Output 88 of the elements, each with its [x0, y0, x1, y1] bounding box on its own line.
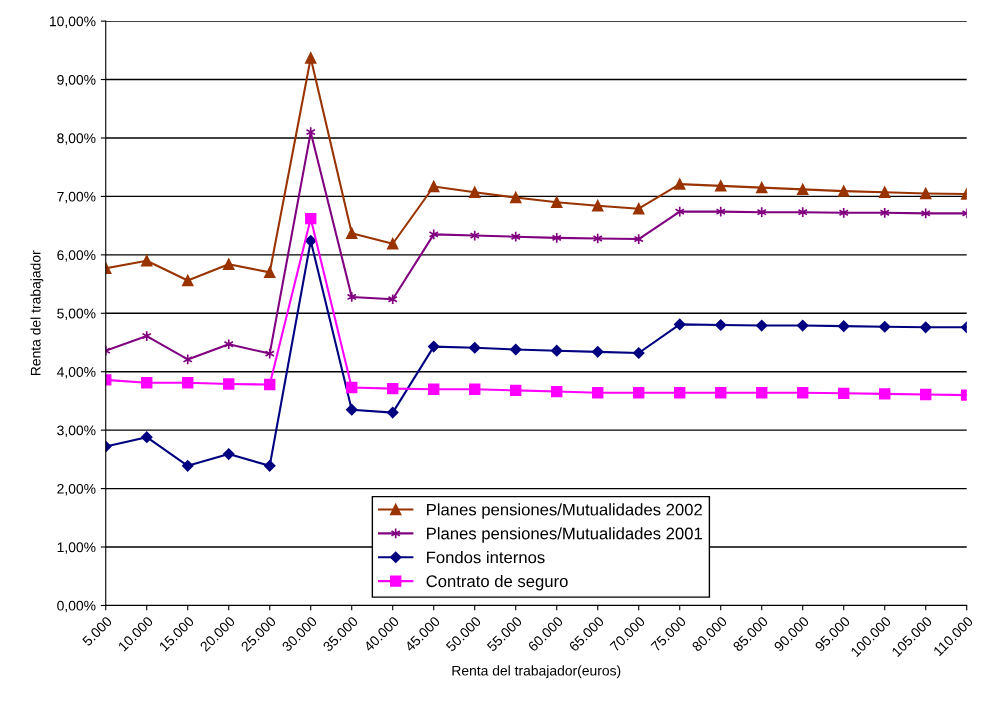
- legend-label: Contrato de seguro: [426, 574, 568, 591]
- point: [182, 377, 194, 389]
- legend-label: Fondos internos: [427, 551, 545, 564]
- y-axis-title: Renta del trabajador: [30, 250, 44, 376]
- point: [386, 406, 399, 419]
- point: [551, 196, 563, 208]
- point: [714, 319, 727, 331]
- point: [305, 52, 317, 64]
- y-tick-label: 1,00%: [57, 542, 96, 554]
- point: [796, 319, 809, 332]
- point: [428, 180, 440, 193]
- point: [674, 387, 686, 399]
- point: [510, 231, 521, 243]
- point: [756, 206, 767, 218]
- point: [879, 207, 890, 219]
- point: [346, 227, 358, 239]
- point: [838, 185, 850, 197]
- point: [387, 293, 398, 305]
- point: [141, 254, 153, 267]
- y-tick-label: 2,00%: [57, 483, 96, 496]
- point: [920, 187, 932, 200]
- y-tick-label: 5,00%: [57, 308, 96, 321]
- point: [674, 178, 686, 190]
- y-tick-label: 9,00%: [57, 74, 96, 87]
- point: [427, 340, 440, 353]
- point: [550, 344, 563, 357]
- point: [345, 403, 358, 416]
- point: [797, 387, 809, 399]
- point: [469, 186, 481, 199]
- point: [264, 378, 276, 391]
- y-tick-label: 7,00%: [57, 191, 96, 204]
- point: [837, 320, 850, 332]
- point: [510, 191, 522, 204]
- point: [181, 460, 194, 472]
- point: [510, 384, 522, 397]
- point: [263, 460, 276, 472]
- point: [755, 319, 768, 332]
- point: [592, 200, 604, 212]
- point: [223, 378, 235, 390]
- point: [387, 238, 399, 250]
- point: [141, 330, 152, 342]
- y-tick-label: 3,00%: [57, 425, 96, 437]
- point: [838, 387, 850, 400]
- point: [468, 342, 481, 354]
- point: [222, 448, 235, 460]
- point: [509, 343, 522, 356]
- point: [428, 383, 440, 395]
- point: [182, 274, 194, 287]
- point: [633, 202, 645, 215]
- point: [920, 388, 932, 401]
- point: [756, 181, 768, 194]
- y-tick-label: 6,00%: [57, 250, 96, 262]
- point: [838, 207, 849, 219]
- y-tick-label: 8,00%: [57, 133, 96, 145]
- point: [223, 258, 235, 270]
- x-axis-title: Renta del trabajador(euros): [452, 665, 621, 679]
- point: [878, 320, 891, 333]
- legend-label: Planes pensiones/Mutualidades 2002: [427, 503, 702, 519]
- point: [797, 183, 809, 196]
- point: [387, 382, 399, 395]
- y-tick-label: 10,00%: [49, 16, 96, 28]
- point: [633, 233, 644, 245]
- point: [223, 338, 234, 350]
- point: [879, 186, 891, 199]
- point: [592, 387, 604, 399]
- point: [879, 388, 891, 400]
- legend-label: Planes pensiones/Mutualidades 2001: [427, 527, 702, 543]
- point: [673, 318, 686, 331]
- point: [633, 387, 645, 399]
- point: [469, 383, 481, 395]
- y-tick-label: 4,00%: [56, 367, 96, 379]
- point: [715, 387, 727, 399]
- y-tick-label: 0,00%: [57, 600, 96, 613]
- point: [797, 206, 808, 218]
- point: [715, 180, 727, 192]
- point: [304, 235, 317, 247]
- point: [140, 431, 153, 443]
- point: [632, 347, 645, 359]
- point: [346, 291, 357, 303]
- point: [551, 232, 562, 244]
- point: [346, 381, 358, 394]
- point: [919, 321, 932, 334]
- point: [756, 387, 768, 399]
- point: [305, 212, 317, 225]
- point: [141, 377, 153, 389]
- point: [551, 385, 563, 398]
- point: [264, 266, 276, 279]
- point: [591, 346, 604, 358]
